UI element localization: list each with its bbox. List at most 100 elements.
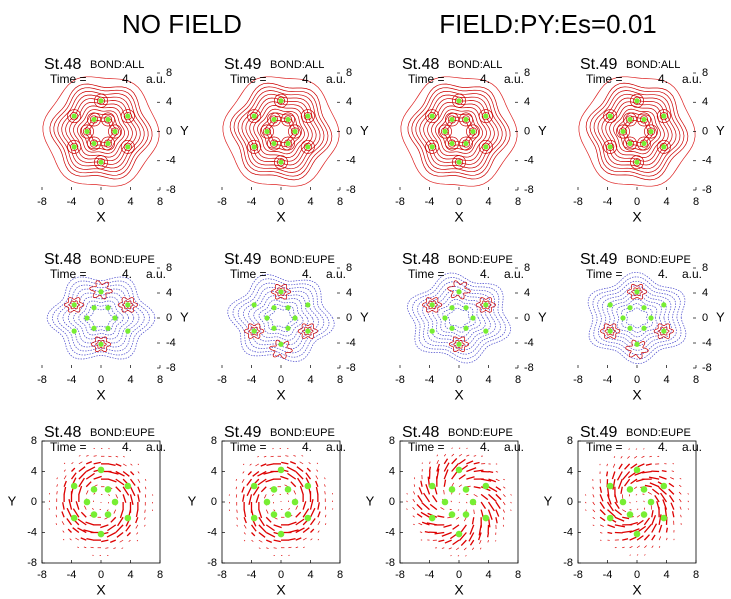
x-tick-label: -8 — [37, 374, 47, 386]
vector — [116, 525, 123, 533]
vector — [430, 462, 431, 464]
vector — [413, 516, 415, 518]
contour — [89, 121, 113, 143]
atom — [292, 315, 297, 320]
contour — [401, 77, 517, 186]
plot-drawing — [407, 273, 510, 363]
x-tick-label: 8 — [693, 196, 699, 208]
atom — [105, 326, 110, 331]
vector — [625, 479, 630, 486]
vector — [309, 462, 311, 463]
vector — [659, 536, 661, 540]
vector — [144, 517, 145, 519]
contour — [43, 77, 159, 186]
atom — [429, 483, 436, 490]
vector — [452, 458, 457, 463]
contour — [602, 286, 671, 351]
atom — [641, 305, 646, 310]
vector — [256, 494, 259, 502]
x-tick-label: -8 — [573, 196, 583, 208]
y-tick-label: 4 — [346, 287, 352, 299]
vector — [421, 481, 422, 487]
vector — [503, 502, 505, 505]
atom — [627, 141, 632, 146]
vector — [636, 501, 637, 502]
vector — [257, 456, 259, 457]
vector — [300, 462, 303, 464]
vector — [438, 540, 444, 541]
vector — [489, 502, 495, 511]
atom — [285, 141, 290, 146]
y-tick-label: -4 — [207, 526, 217, 538]
vector — [627, 456, 629, 458]
vector — [608, 533, 613, 534]
vector — [474, 487, 481, 488]
vector — [57, 491, 58, 494]
time-value: 4. — [122, 440, 132, 454]
vector — [630, 522, 638, 524]
vector — [608, 525, 615, 528]
vector — [630, 555, 631, 556]
vector — [316, 470, 317, 472]
vector — [117, 533, 123, 538]
time-unit: a.u. — [326, 72, 346, 86]
vector — [418, 495, 422, 502]
vector — [84, 547, 86, 548]
vector — [669, 483, 674, 486]
vector — [444, 454, 445, 456]
y-tick-label: -8 — [563, 557, 573, 569]
x-tick-label: 0 — [634, 374, 640, 386]
vector — [613, 464, 615, 468]
vector — [607, 464, 608, 466]
y-axis-label: Y — [538, 123, 547, 138]
atom — [456, 342, 461, 347]
atom — [285, 511, 292, 518]
atom — [449, 511, 456, 518]
vector — [671, 503, 674, 510]
time-unit: a.u. — [682, 440, 702, 454]
contour — [448, 308, 471, 328]
contour — [63, 289, 139, 347]
atom — [449, 141, 454, 146]
contour — [612, 295, 662, 342]
time-value: 4. — [658, 72, 668, 86]
x-tick-label: 0 — [634, 196, 640, 208]
vector — [425, 532, 430, 533]
time-value: 4. — [302, 267, 312, 281]
vector — [258, 479, 266, 485]
header: NO FIELD — [122, 9, 242, 39]
vector — [459, 494, 460, 495]
vector — [652, 489, 659, 494]
vector — [107, 510, 108, 511]
x-tick-label: -4 — [603, 569, 613, 581]
vector — [637, 509, 638, 510]
vector — [287, 493, 288, 494]
time-unit: a.u. — [504, 440, 524, 454]
vector — [274, 525, 282, 528]
vector — [291, 482, 296, 487]
vector — [615, 502, 619, 509]
vector — [644, 554, 645, 555]
vector — [444, 480, 445, 487]
atom — [285, 486, 292, 493]
vector — [496, 479, 500, 481]
contour — [254, 296, 308, 341]
vector — [280, 476, 288, 479]
vector — [461, 540, 466, 545]
x-tick-label: -8 — [395, 374, 405, 386]
atom — [627, 511, 634, 518]
x-tick-label: 4 — [663, 196, 669, 208]
vector — [86, 462, 92, 464]
vector — [79, 486, 82, 494]
vector — [465, 555, 466, 556]
vector — [303, 538, 306, 540]
time-unit: a.u. — [146, 440, 166, 454]
time-label: Time = — [408, 440, 445, 454]
atom — [608, 302, 613, 307]
vector — [144, 525, 145, 527]
vector — [437, 516, 444, 517]
bond-label: BOND:ALL — [626, 59, 680, 71]
atom — [252, 329, 257, 334]
atom — [634, 467, 641, 474]
y-tick-label: -8 — [346, 362, 356, 374]
